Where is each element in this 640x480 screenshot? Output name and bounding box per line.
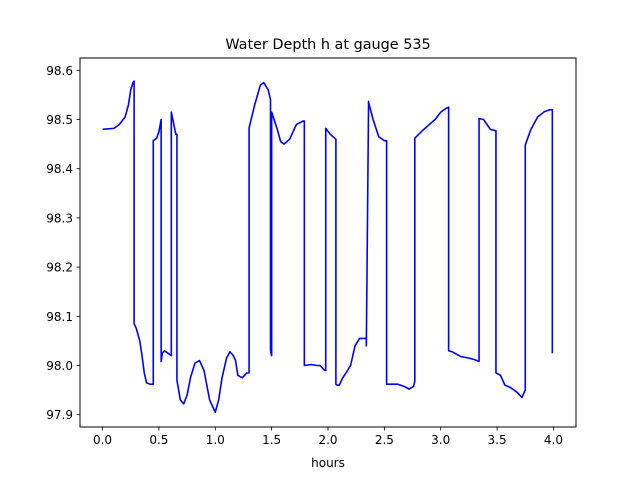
chart-title: Water Depth h at gauge 535: [225, 37, 430, 53]
x-axis-ticks: 0.0 0.5 1.0 1.5 2.0 2.5 3.0 3.5 4.0: [93, 427, 563, 447]
x-tick-label: 0.5: [149, 433, 168, 447]
x-tick-label: 1.5: [262, 433, 281, 447]
y-tick-label: 98.5: [46, 113, 73, 127]
series-line-0: [102, 80, 554, 414]
y-tick-label: 98.4: [46, 162, 73, 176]
series-layer: [102, 80, 554, 414]
x-tick-label: 4.0: [544, 433, 563, 447]
x-tick-label: 2.0: [318, 433, 337, 447]
y-axis-ticks: 97.9 98.0 98.1 98.2 98.3 98.4 98.5 98.6: [46, 64, 80, 422]
y-tick-label: 98.6: [46, 64, 73, 78]
y-tick-label: 98.1: [46, 310, 73, 324]
x-axis-label: hours: [311, 456, 345, 470]
y-tick-label: 98.2: [46, 261, 73, 275]
x-tick-label: 0.0: [93, 433, 112, 447]
axes-frame: [79, 57, 577, 428]
y-tick-label: 98.3: [46, 211, 73, 225]
x-tick-label: 1.0: [206, 433, 225, 447]
x-tick-label: 3.5: [488, 433, 507, 447]
x-tick-label: 3.0: [431, 433, 450, 447]
x-tick-label: 2.5: [375, 433, 394, 447]
y-tick-label: 98.0: [46, 359, 73, 373]
y-tick-label: 97.9: [46, 408, 73, 422]
